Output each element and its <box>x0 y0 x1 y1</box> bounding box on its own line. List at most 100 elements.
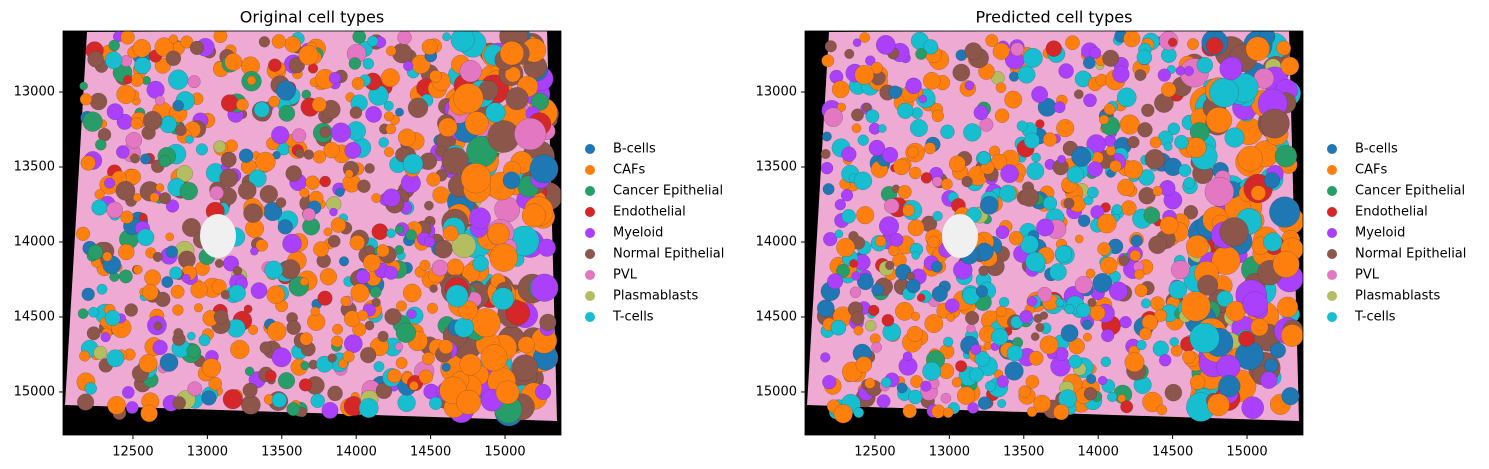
cell <box>1058 63 1074 79</box>
cell <box>365 106 382 123</box>
cell <box>91 199 108 216</box>
cell <box>852 38 862 47</box>
cell <box>915 48 927 60</box>
cell <box>821 54 835 68</box>
cell <box>143 111 163 131</box>
cell <box>395 107 404 117</box>
cell <box>432 186 450 204</box>
cell <box>95 139 107 151</box>
cell <box>1149 136 1162 149</box>
cell <box>104 177 115 189</box>
x-tick-label: 14500 <box>410 445 451 460</box>
cell <box>495 380 520 405</box>
cell <box>268 58 282 72</box>
y-tick-label: 14500 <box>14 309 55 324</box>
legend-marker <box>585 228 595 238</box>
cell <box>351 77 365 90</box>
cell <box>155 95 165 106</box>
cell <box>291 128 307 143</box>
cell <box>303 149 314 160</box>
cell <box>910 311 920 321</box>
cell <box>893 158 910 176</box>
cell <box>382 188 401 207</box>
cell <box>884 198 900 214</box>
cell <box>319 175 331 188</box>
cell <box>1004 361 1024 381</box>
cell <box>442 225 459 242</box>
cell <box>469 207 491 230</box>
cell <box>360 347 377 364</box>
cell <box>106 103 124 120</box>
cell <box>876 394 891 408</box>
cell <box>1164 384 1183 402</box>
cell <box>859 32 870 43</box>
cell <box>1163 142 1173 151</box>
cell <box>1019 310 1033 324</box>
x-tick-label: 12500 <box>112 445 153 460</box>
cell <box>122 386 135 399</box>
y-tick-label: 15000 <box>14 384 55 399</box>
cell <box>1111 204 1123 215</box>
cell <box>165 245 178 258</box>
x-tick-label: 13500 <box>1003 445 1044 460</box>
cell <box>1027 296 1038 307</box>
cell <box>879 216 899 237</box>
cell <box>460 163 491 194</box>
cell <box>215 259 224 268</box>
cell <box>75 226 90 241</box>
cell <box>1168 280 1188 299</box>
cell <box>364 320 375 331</box>
cell <box>1035 119 1045 129</box>
legend-marker <box>585 312 595 322</box>
cell <box>841 209 856 224</box>
cell <box>923 72 941 90</box>
cell <box>431 259 449 277</box>
cell <box>1086 374 1097 384</box>
cell <box>876 35 896 55</box>
cell <box>137 228 155 246</box>
cell <box>1112 65 1130 83</box>
legend-marker <box>585 165 595 175</box>
cell <box>836 238 856 257</box>
cell <box>1168 37 1178 47</box>
cell <box>1124 160 1143 180</box>
cell <box>1148 235 1167 254</box>
cell <box>1066 166 1084 184</box>
cell <box>1042 196 1057 211</box>
cell <box>955 360 967 372</box>
cell <box>849 259 858 268</box>
cell <box>79 81 88 91</box>
cell <box>865 109 880 124</box>
cell <box>104 51 123 69</box>
cell <box>94 189 105 200</box>
cell <box>505 300 531 326</box>
cell <box>902 404 917 419</box>
cell <box>908 389 923 405</box>
legend-marker <box>1327 207 1337 217</box>
cell <box>1008 231 1024 246</box>
cell <box>992 42 1010 60</box>
cell <box>232 266 243 276</box>
cell <box>499 41 524 66</box>
chart-title: Original cell types <box>240 8 384 27</box>
cell <box>1031 152 1041 163</box>
cell <box>116 145 130 159</box>
cell <box>107 396 126 415</box>
cell <box>373 361 385 372</box>
cell <box>1186 235 1209 258</box>
cell <box>190 281 208 299</box>
cell <box>371 297 381 307</box>
cell <box>115 181 136 201</box>
cell <box>931 109 944 123</box>
cell <box>1053 404 1070 421</box>
legend-label: B-cells <box>613 142 656 157</box>
cell <box>238 181 257 200</box>
cell <box>344 334 363 353</box>
cell <box>384 308 402 325</box>
legend-label: PVL <box>613 268 638 283</box>
cell <box>330 217 346 233</box>
cell <box>187 381 203 397</box>
y-tick-label: 13500 <box>756 160 797 175</box>
cell <box>1274 145 1298 168</box>
cell <box>386 228 396 238</box>
